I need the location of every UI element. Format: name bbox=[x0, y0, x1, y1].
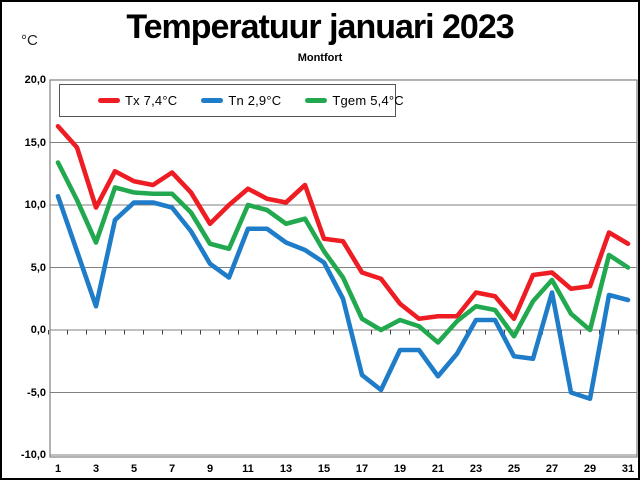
x-tick-label-25: 25 bbox=[507, 463, 521, 475]
x-tick-label-29: 29 bbox=[583, 463, 597, 475]
x-tick-label-5: 5 bbox=[130, 463, 138, 475]
series-line-tgem bbox=[55, 160, 631, 345]
x-tick-label-13: 13 bbox=[279, 463, 293, 475]
y-tick-label-15: 15,0 bbox=[24, 136, 46, 149]
y-tick-label-0: 0,0 bbox=[30, 324, 46, 336]
x-tick-label-9: 9 bbox=[206, 463, 214, 475]
tx-line-marker bbox=[98, 98, 120, 103]
x-tick-label-19: 19 bbox=[393, 463, 407, 475]
x-tick-label-31: 31 bbox=[621, 463, 635, 475]
plot-border bbox=[49, 79, 638, 458]
x-tick-label-21: 21 bbox=[431, 463, 445, 475]
y-tick-label--10: -10,0 bbox=[20, 449, 46, 461]
chart-title: Temperatuur januari 2023 bbox=[126, 8, 514, 46]
series-line-tn bbox=[55, 193, 631, 402]
y-tick-label-5: 5,0 bbox=[30, 261, 46, 274]
x-tick-label-1: 1 bbox=[54, 463, 62, 475]
x-tick-label-27: 27 bbox=[545, 463, 559, 475]
x-tick-label-11: 11 bbox=[242, 463, 254, 475]
legend-box: Tx 7,4°C Tn 2,9°C Tgem 5,4°C bbox=[59, 84, 404, 117]
series-line-tx bbox=[55, 123, 631, 322]
legend-label-tgem: Tgem 5,4°C bbox=[332, 93, 404, 108]
legend-label-tn: Tn 2,9°C bbox=[228, 93, 282, 108]
legend-entry-tn: Tn 2,9°C bbox=[201, 93, 281, 108]
legend-label-tx: Tx 7,4°C bbox=[125, 93, 178, 108]
y-tick-label-20: 20,0 bbox=[24, 74, 46, 86]
tn-line-marker bbox=[201, 98, 224, 103]
tgem-line-marker bbox=[305, 98, 328, 103]
x-tick-label-17: 17 bbox=[355, 463, 369, 475]
x-tick-label-23: 23 bbox=[469, 463, 483, 475]
y-axis-unit-label: °C bbox=[21, 32, 38, 49]
x-tick-label-7: 7 bbox=[168, 463, 176, 475]
y-tick-label--5: -5,0 bbox=[27, 386, 46, 399]
legend-entry-tx: Tx 7,4°C bbox=[98, 93, 177, 108]
x-tick-label-3: 3 bbox=[92, 463, 100, 475]
legend-entry-tgem: Tgem 5,4°C bbox=[305, 93, 404, 108]
x-tick-label-15: 15 bbox=[317, 463, 331, 475]
y-tick-label-10: 10,0 bbox=[24, 199, 46, 211]
chart-subtitle: Montfort bbox=[297, 52, 343, 64]
